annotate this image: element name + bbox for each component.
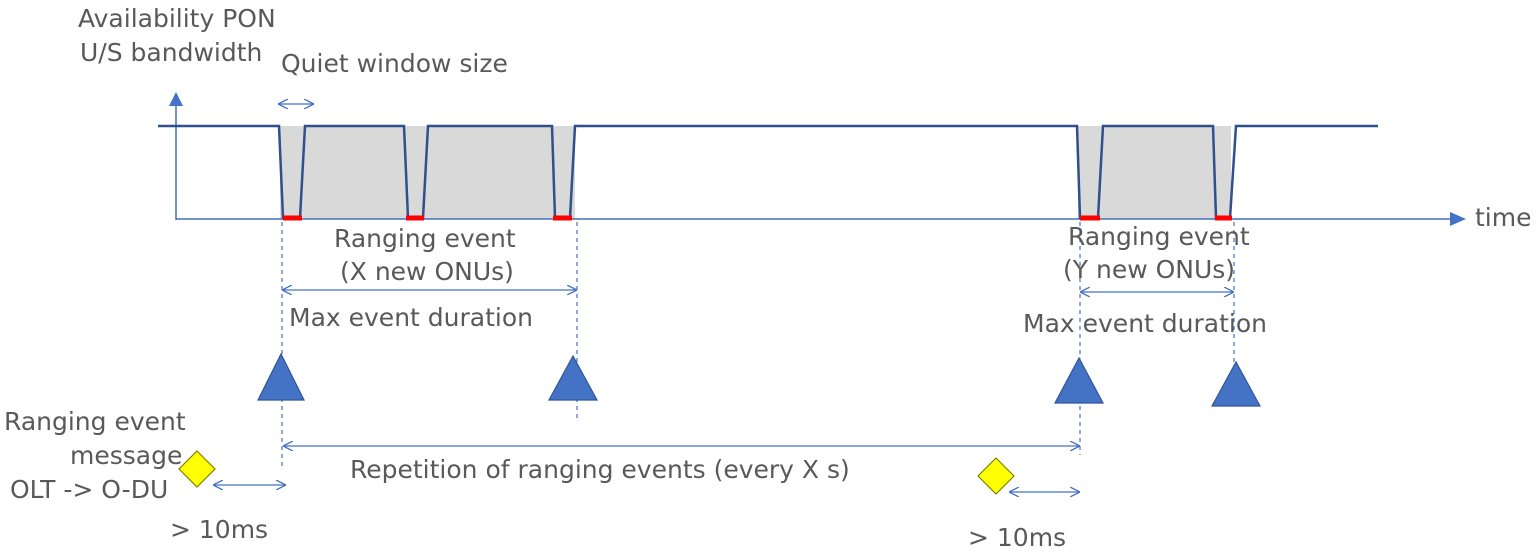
message-diamond xyxy=(977,457,1015,495)
message-diamonds xyxy=(178,450,1015,495)
y-axis xyxy=(169,92,183,220)
event-1-title-line2: (X new ONUs) xyxy=(340,257,514,286)
x-axis xyxy=(176,212,1466,226)
lead-time-label-2: > 10ms xyxy=(968,523,1066,552)
message-diamond xyxy=(178,450,216,488)
y-axis-label-line2: U/S bandwidth xyxy=(80,38,262,67)
ranging-event-triangles xyxy=(257,352,1262,407)
ranging-end-triangle xyxy=(1210,360,1262,407)
ranging-event-2-shading xyxy=(1078,126,1231,219)
quiet-window-label: Quiet window size xyxy=(281,49,508,78)
event-2-title-line2: (Y new ONUs) xyxy=(1063,255,1235,284)
repetition-label: Repetition of ranging events (every X s) xyxy=(350,455,850,484)
lead-time-label-1: > 10ms xyxy=(170,515,268,544)
event-2-title-line1: Ranging event xyxy=(1068,222,1250,251)
message-label-line3: OLT -> O-DU xyxy=(10,475,168,504)
ranging-start-triangle xyxy=(1054,356,1104,404)
event-1-duration-label: Max event duration xyxy=(289,303,533,332)
y-axis-label-line1: Availability PON xyxy=(78,4,276,33)
message-label-line1: Ranging event xyxy=(4,407,186,436)
ranging-start-triangle xyxy=(257,352,305,401)
message-label-line2: message xyxy=(70,441,182,470)
x-axis-label: time xyxy=(1475,203,1531,232)
event-1-title-line1: Ranging event xyxy=(334,224,516,253)
event-2-duration-label: Max event duration xyxy=(1023,309,1267,338)
ranging-end-triangle xyxy=(547,354,599,401)
